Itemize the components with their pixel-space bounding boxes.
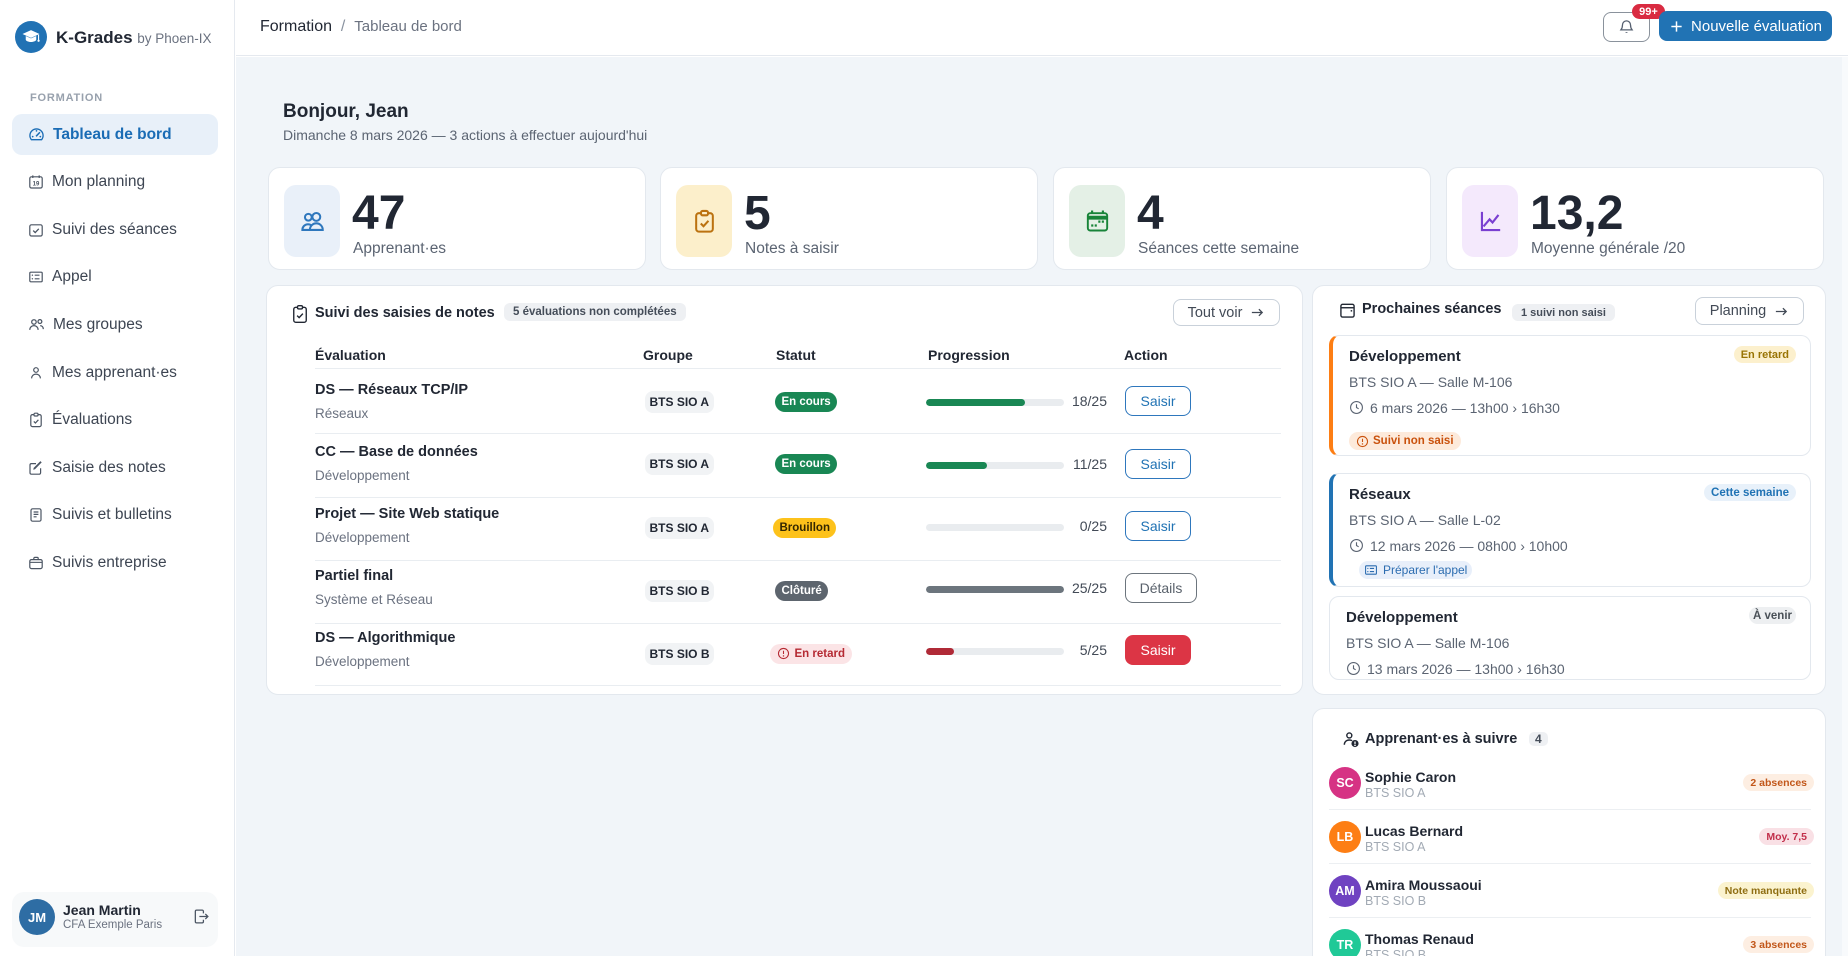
svg-text:19: 19: [33, 182, 40, 188]
